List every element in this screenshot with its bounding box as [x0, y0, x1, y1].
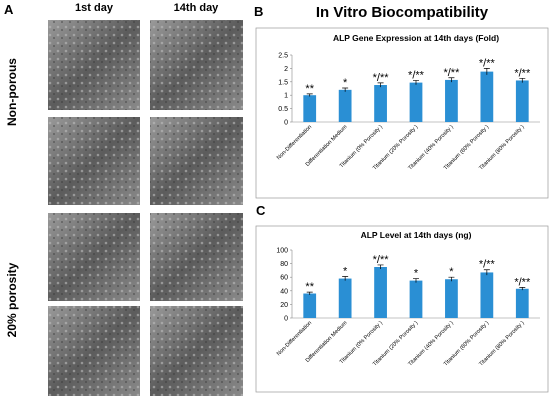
chart-frame [255, 27, 549, 199]
column-header: 1st day [75, 2, 114, 14]
sem-texture [48, 20, 140, 110]
chart-title: ALP Level at 14th days (ng) [361, 230, 472, 240]
error-bar [306, 291, 313, 295]
error-bar [377, 82, 384, 88]
sem-texture [150, 306, 243, 396]
sem-texture [48, 213, 140, 301]
error-bar [342, 87, 349, 92]
significance-annotation: */** [443, 67, 460, 79]
significance-annotation: */** [479, 259, 496, 271]
significance-annotation: */** [373, 72, 390, 84]
sem-texture [150, 20, 243, 110]
bar [338, 89, 352, 122]
error-bar [519, 77, 526, 83]
error-bar [448, 276, 455, 282]
y-tick-label: 20 [280, 302, 288, 309]
significance-annotation: */** [373, 254, 390, 266]
significance-annotation: ** [305, 83, 314, 95]
bar [445, 79, 458, 122]
row-header: Non-porous [5, 58, 19, 126]
sem-images [48, 20, 243, 396]
sem-texture [150, 213, 243, 301]
significance-annotation: ** [305, 281, 314, 293]
significance-annotation: */** [408, 69, 425, 81]
error-bar [448, 77, 455, 83]
y-tick-label: 0 [284, 120, 288, 127]
bar [374, 85, 387, 122]
panel-label: B [254, 4, 263, 19]
bar [445, 279, 458, 318]
bar [409, 280, 423, 318]
error-bar [519, 287, 526, 291]
panel-label: A [4, 2, 14, 17]
bar [515, 288, 529, 318]
chart-frame [255, 225, 549, 393]
x-tick-label: Non-Differentiation [276, 320, 313, 357]
error-bar [342, 276, 349, 281]
sem-texture [48, 117, 140, 205]
y-tick-label: 60 [280, 275, 288, 282]
bar [480, 272, 494, 318]
error-bar [377, 264, 384, 270]
error-bar [413, 278, 419, 283]
significance-annotation: * [449, 266, 454, 278]
y-tick-label: 1 [284, 93, 288, 100]
y-tick-label: 1.5 [278, 79, 288, 86]
significance-annotation: */** [514, 276, 531, 288]
row-header: 20% porosity [5, 262, 19, 337]
error-bar [413, 80, 419, 85]
y-tick-label: 2.5 [278, 53, 288, 60]
error-bar [483, 269, 490, 276]
significance-annotation: * [343, 266, 348, 278]
significance-annotation: */** [514, 67, 531, 79]
y-tick-label: 80 [280, 261, 288, 268]
y-tick-label: 40 [280, 288, 288, 295]
significance-annotation: * [343, 77, 348, 89]
bar [480, 71, 494, 122]
bar [409, 82, 423, 122]
sem-texture [48, 306, 140, 396]
sem-texture [150, 117, 243, 205]
y-tick-label: 0 [284, 316, 288, 323]
figure-title: In Vitro Biocompatibility [316, 4, 489, 21]
panel-label: C [256, 203, 266, 218]
x-tick-label: Non-Differentiation [276, 124, 313, 161]
bar [374, 267, 387, 318]
error-bar [306, 93, 313, 97]
chart-title: ALP Gene Expression at 14th days (Fold) [333, 33, 499, 43]
bar [338, 278, 352, 318]
y-tick-label: 100 [276, 248, 288, 255]
bar [303, 293, 317, 318]
bar [515, 80, 529, 122]
significance-annotation: */** [479, 57, 496, 69]
column-header: 14th day [174, 2, 220, 14]
error-bar [483, 68, 490, 75]
y-tick-label: 0.5 [278, 106, 288, 113]
y-tick-label: 2 [284, 66, 288, 73]
significance-annotation: * [414, 268, 419, 280]
bar [303, 95, 317, 122]
